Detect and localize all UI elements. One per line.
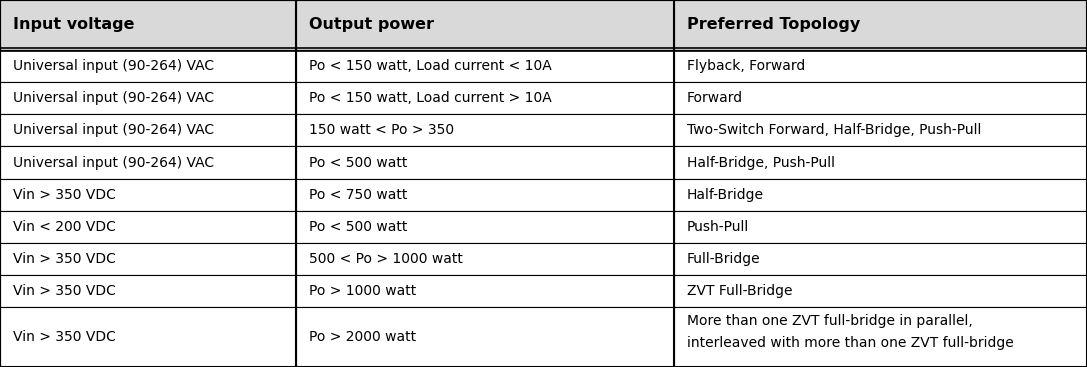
Text: Half-Bridge, Push-Pull: Half-Bridge, Push-Pull [687,156,835,170]
Text: Po < 750 watt: Po < 750 watt [309,188,408,202]
Text: Po < 500 watt: Po < 500 watt [309,220,408,234]
Text: Flyback, Forward: Flyback, Forward [687,59,805,73]
Bar [296,114,674,146]
Text: Universal input (90-264) VAC: Universal input (90-264) VAC [13,91,214,105]
Bar [0,308,296,367]
Bar [674,211,1087,243]
Bar [0,146,296,179]
Bar [674,50,1087,82]
Bar [0,0,296,50]
Text: Half-Bridge: Half-Bridge [687,188,764,202]
Text: Po > 2000 watt: Po > 2000 watt [309,330,416,344]
Text: Push-Pull: Push-Pull [687,220,749,234]
Bar [296,0,674,50]
Text: Universal input (90-264) VAC: Universal input (90-264) VAC [13,156,214,170]
Bar [296,146,674,179]
Bar [674,308,1087,367]
Bar [296,179,674,211]
Bar [0,211,296,243]
Bar [296,50,674,82]
Bar [0,243,296,275]
Text: Vin > 350 VDC: Vin > 350 VDC [13,188,116,202]
Text: Po < 150 watt, Load current > 10A: Po < 150 watt, Load current > 10A [309,91,551,105]
Text: Output power: Output power [309,18,434,32]
Text: More than one ZVT full-bridge in parallel,: More than one ZVT full-bridge in paralle… [687,313,973,327]
Text: Vin > 350 VDC: Vin > 350 VDC [13,252,116,266]
Text: ZVT Full-Bridge: ZVT Full-Bridge [687,284,792,298]
Bar [0,179,296,211]
Bar [674,179,1087,211]
Text: Input voltage: Input voltage [13,18,135,32]
Bar [674,0,1087,50]
Bar [0,275,296,308]
Text: Universal input (90-264) VAC: Universal input (90-264) VAC [13,59,214,73]
Bar [674,146,1087,179]
Text: Vin > 350 VDC: Vin > 350 VDC [13,284,116,298]
Text: Preferred Topology: Preferred Topology [687,18,860,32]
Bar [296,275,674,308]
Text: Full-Bridge: Full-Bridge [687,252,761,266]
Bar [296,243,674,275]
Text: Forward: Forward [687,91,744,105]
Text: 500 < Po > 1000 watt: 500 < Po > 1000 watt [309,252,463,266]
Bar [0,114,296,146]
Text: Po > 1000 watt: Po > 1000 watt [309,284,416,298]
Text: 150 watt < Po > 350: 150 watt < Po > 350 [309,123,454,137]
Text: Vin < 200 VDC: Vin < 200 VDC [13,220,116,234]
Bar [296,211,674,243]
Bar [296,308,674,367]
Bar [674,275,1087,308]
Bar [0,50,296,82]
Bar [0,82,296,114]
Text: Two-Switch Forward, Half-Bridge, Push-Pull: Two-Switch Forward, Half-Bridge, Push-Pu… [687,123,982,137]
Text: Universal input (90-264) VAC: Universal input (90-264) VAC [13,123,214,137]
Bar [674,82,1087,114]
Text: Po < 150 watt, Load current < 10A: Po < 150 watt, Load current < 10A [309,59,551,73]
Bar [296,82,674,114]
Text: Po < 500 watt: Po < 500 watt [309,156,408,170]
Bar [674,114,1087,146]
Bar [674,243,1087,275]
Text: Vin > 350 VDC: Vin > 350 VDC [13,330,116,344]
Text: interleaved with more than one ZVT full-bridge: interleaved with more than one ZVT full-… [687,336,1014,350]
